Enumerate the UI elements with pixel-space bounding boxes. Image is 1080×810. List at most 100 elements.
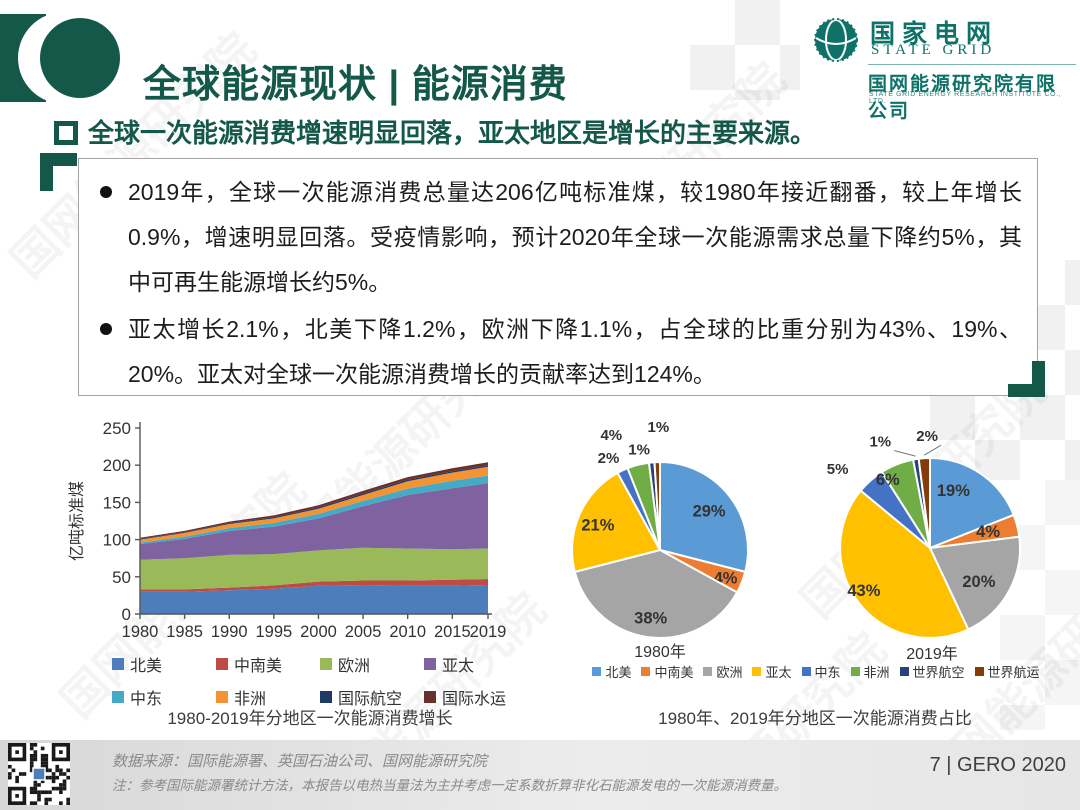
logo-brand-en: STATE GRID: [871, 42, 996, 58]
legend-label: 世界航运: [987, 665, 1040, 680]
qr-module: [44, 764, 49, 769]
qr-module: [48, 790, 52, 795]
legend-label: 欧洲: [716, 665, 743, 680]
pie-label: 1%: [869, 434, 891, 451]
legend-swatch-icon: [641, 667, 651, 676]
pie-chart-2019: 19% 4% 20% 43% 5% 6% 1% 2%: [827, 428, 1021, 639]
qr-module: [59, 772, 63, 776]
legend-label: 北美: [130, 658, 163, 675]
x-tick-label: 2015: [434, 623, 471, 641]
qr-module: [15, 779, 19, 784]
y-tick-label: 200: [103, 456, 131, 475]
legend-swatch-icon: [752, 667, 762, 676]
pie-label-leader: [923, 444, 942, 456]
area-band-非洲: [140, 466, 488, 543]
legend-swatch-icon: [703, 667, 713, 676]
pie-slice-北美: [659, 460, 749, 574]
qr-module: [55, 768, 60, 773]
pie-label: 2%: [598, 450, 620, 467]
qr-module: [66, 775, 70, 780]
qr-module: [33, 750, 38, 754]
qr-finder: [15, 794, 19, 798]
qr-module: [40, 764, 45, 769]
qr-module: [37, 797, 41, 802]
logo-divider: [868, 64, 1076, 65]
area-band-中南美: [140, 579, 488, 592]
qr-module: [44, 797, 49, 802]
area-band-北美: [140, 585, 488, 614]
legend-item: 中东: [112, 685, 216, 709]
qr-module: [8, 764, 12, 769]
legend-item: 世界航运: [974, 662, 1040, 681]
qr-module: [48, 797, 52, 802]
footer: 数据来源：国际能源署、英国石油公司、国网能源研究院 注：参考国际能源署统计方法，…: [0, 740, 1080, 810]
qr-module: [59, 768, 63, 773]
pie-slice-亚太: [571, 471, 662, 574]
pie-1980-caption: 1980年: [634, 644, 686, 661]
legend-item: 中东: [801, 662, 841, 681]
legend-label: 非洲: [234, 691, 267, 708]
pie-slice-世界航运: [653, 460, 661, 551]
pie-label: 43%: [847, 582, 880, 600]
checker-decor: [690, 0, 800, 100]
page-title: 全球能源现状 | 能源消费: [143, 64, 568, 107]
legend-swatch-icon: [592, 667, 602, 676]
x-tick-label: 1990: [211, 623, 248, 641]
logo-brand-cn: 国家电网: [870, 20, 999, 48]
legend-swatch-icon: [424, 691, 436, 703]
header-green-mark: [0, 12, 120, 104]
pie-chart-legend: 北美 中南美 欧洲 亚太 中东 非洲 世界航空 世界航运: [552, 662, 1080, 681]
area-band-国际水运: [140, 462, 488, 539]
qr-module: [62, 772, 67, 776]
qr-module: [40, 746, 45, 751]
qr-module: [40, 790, 45, 795]
qr-module: [66, 768, 70, 773]
qr-module: [40, 761, 45, 765]
pie-slice-欧洲: [928, 535, 1021, 631]
legend-item: 国际水运: [424, 685, 532, 709]
qr-module: [29, 801, 34, 805]
page-number: 7 | GERO 2020: [929, 754, 1066, 776]
legend-label: 亚太: [442, 658, 475, 675]
area-chart-legend: 北美 中南美 欧洲 亚太 中东 非洲 国际航空 国际水运: [112, 652, 532, 709]
qr-module: [59, 786, 63, 791]
x-tick-label: 1985: [166, 623, 203, 641]
legend-label: 中南美: [234, 658, 283, 675]
legend-label: 中东: [130, 691, 163, 708]
legend-swatch-icon: [320, 658, 332, 670]
qr-module: [29, 786, 34, 791]
area-band-中东: [140, 475, 488, 545]
qr-module: [33, 786, 38, 791]
pie-label: 4%: [600, 427, 622, 444]
qr-module: [44, 801, 49, 805]
y-tick-label: 0: [122, 605, 131, 624]
data-source-text: 数据来源：国际能源署、英国石油公司、国网能源研究院: [112, 753, 488, 770]
qr-module: [29, 753, 34, 758]
qr-module: [8, 775, 12, 780]
qr-module: [51, 786, 56, 791]
legend-item: 非洲: [850, 662, 890, 681]
qr-finder: [59, 750, 63, 754]
area-chart-caption: 1980-2019年分地区一次能源消费增长: [167, 709, 453, 728]
qr-module: [59, 790, 63, 795]
qr-module: [11, 768, 16, 773]
pie-label: 29%: [693, 503, 726, 521]
qr-module: [62, 779, 67, 784]
legend-label: 国际航空: [338, 691, 403, 708]
section-square-marker-icon: [54, 121, 78, 145]
legend-swatch-icon: [974, 667, 984, 676]
legend-label: 亚太: [765, 665, 792, 680]
x-tick-label: 2019: [470, 623, 507, 641]
qr-module: [37, 790, 41, 795]
area-band-亚太: [140, 483, 488, 560]
qr-finder: [15, 750, 19, 754]
qr-module: [33, 779, 38, 784]
qr-module: [62, 786, 67, 791]
qr-module: [8, 772, 12, 776]
logo-org-cn: 国网能源研究院有限公司: [868, 74, 1058, 122]
qr-module: [29, 790, 34, 795]
qr-module: [44, 775, 49, 780]
legend-item: 亚太: [424, 652, 532, 676]
qr-module: [33, 801, 38, 805]
list-item: 2019年，全球一次能源消费总量达206亿吨标准煤，较1980年接近翻番，较上年…: [100, 170, 1022, 305]
